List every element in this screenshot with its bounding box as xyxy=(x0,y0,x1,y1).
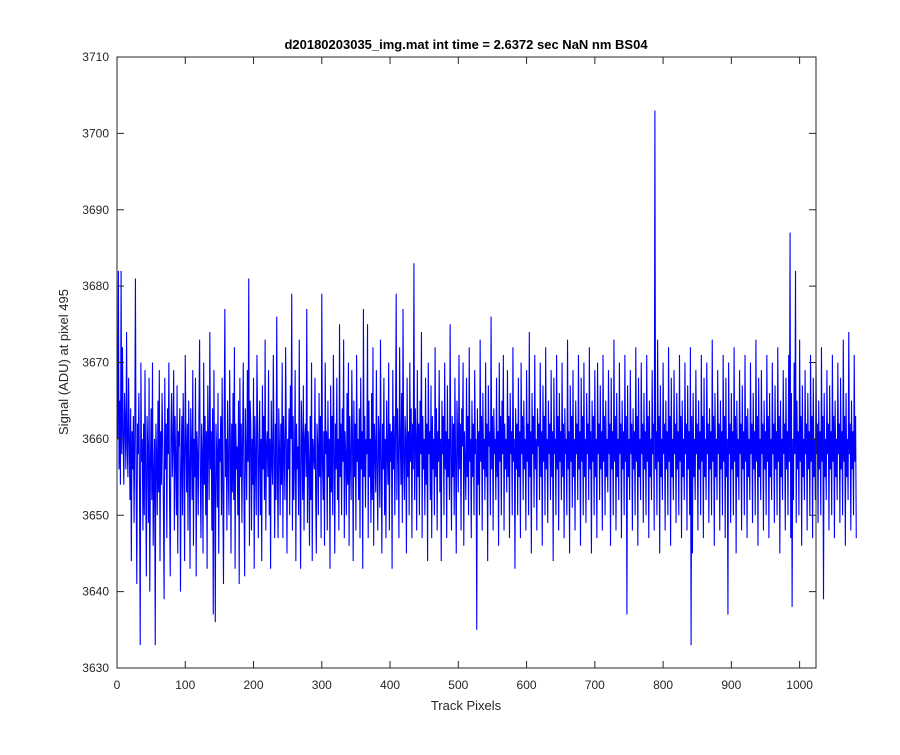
x-tick-label: 500 xyxy=(448,678,468,692)
y-tick-label: 3670 xyxy=(82,356,109,370)
y-tick-label: 3640 xyxy=(82,585,109,599)
x-tick-label: 1000 xyxy=(786,678,813,692)
x-tick-label: 800 xyxy=(653,678,673,692)
y-axis-label: Signal (ADU) at pixel 495 xyxy=(56,289,71,435)
y-tick-label: 3700 xyxy=(82,126,109,140)
y-tick-label: 3690 xyxy=(82,203,109,217)
x-tick-label: 600 xyxy=(517,678,537,692)
y-tick-label: 3680 xyxy=(82,279,109,293)
y-tick-label: 3650 xyxy=(82,508,109,522)
x-tick-label: 400 xyxy=(380,678,400,692)
y-tick-label: 3710 xyxy=(82,50,109,64)
x-tick-label: 900 xyxy=(721,678,741,692)
y-axis: 3630 3640 3650 3660 3670 3680 3690 3700 3710 xyxy=(82,50,816,675)
x-tick-label: 100 xyxy=(175,678,195,692)
x-axis: 0 100 200 300 400 500 600 700 800 900 1000 xyxy=(114,57,813,692)
series-line xyxy=(117,110,857,646)
x-tick-label: 300 xyxy=(312,678,332,692)
chart-title: d20180203035_img.mat int time = 2.6372 s… xyxy=(284,37,648,52)
x-axis-label: Track Pixels xyxy=(431,698,502,713)
x-tick-label: 200 xyxy=(244,678,264,692)
x-tick-label: 0 xyxy=(114,678,121,692)
y-tick-label: 3660 xyxy=(82,432,109,446)
plot-area xyxy=(117,57,816,668)
x-tick-label: 700 xyxy=(585,678,605,692)
y-tick-label: 3630 xyxy=(82,661,109,675)
